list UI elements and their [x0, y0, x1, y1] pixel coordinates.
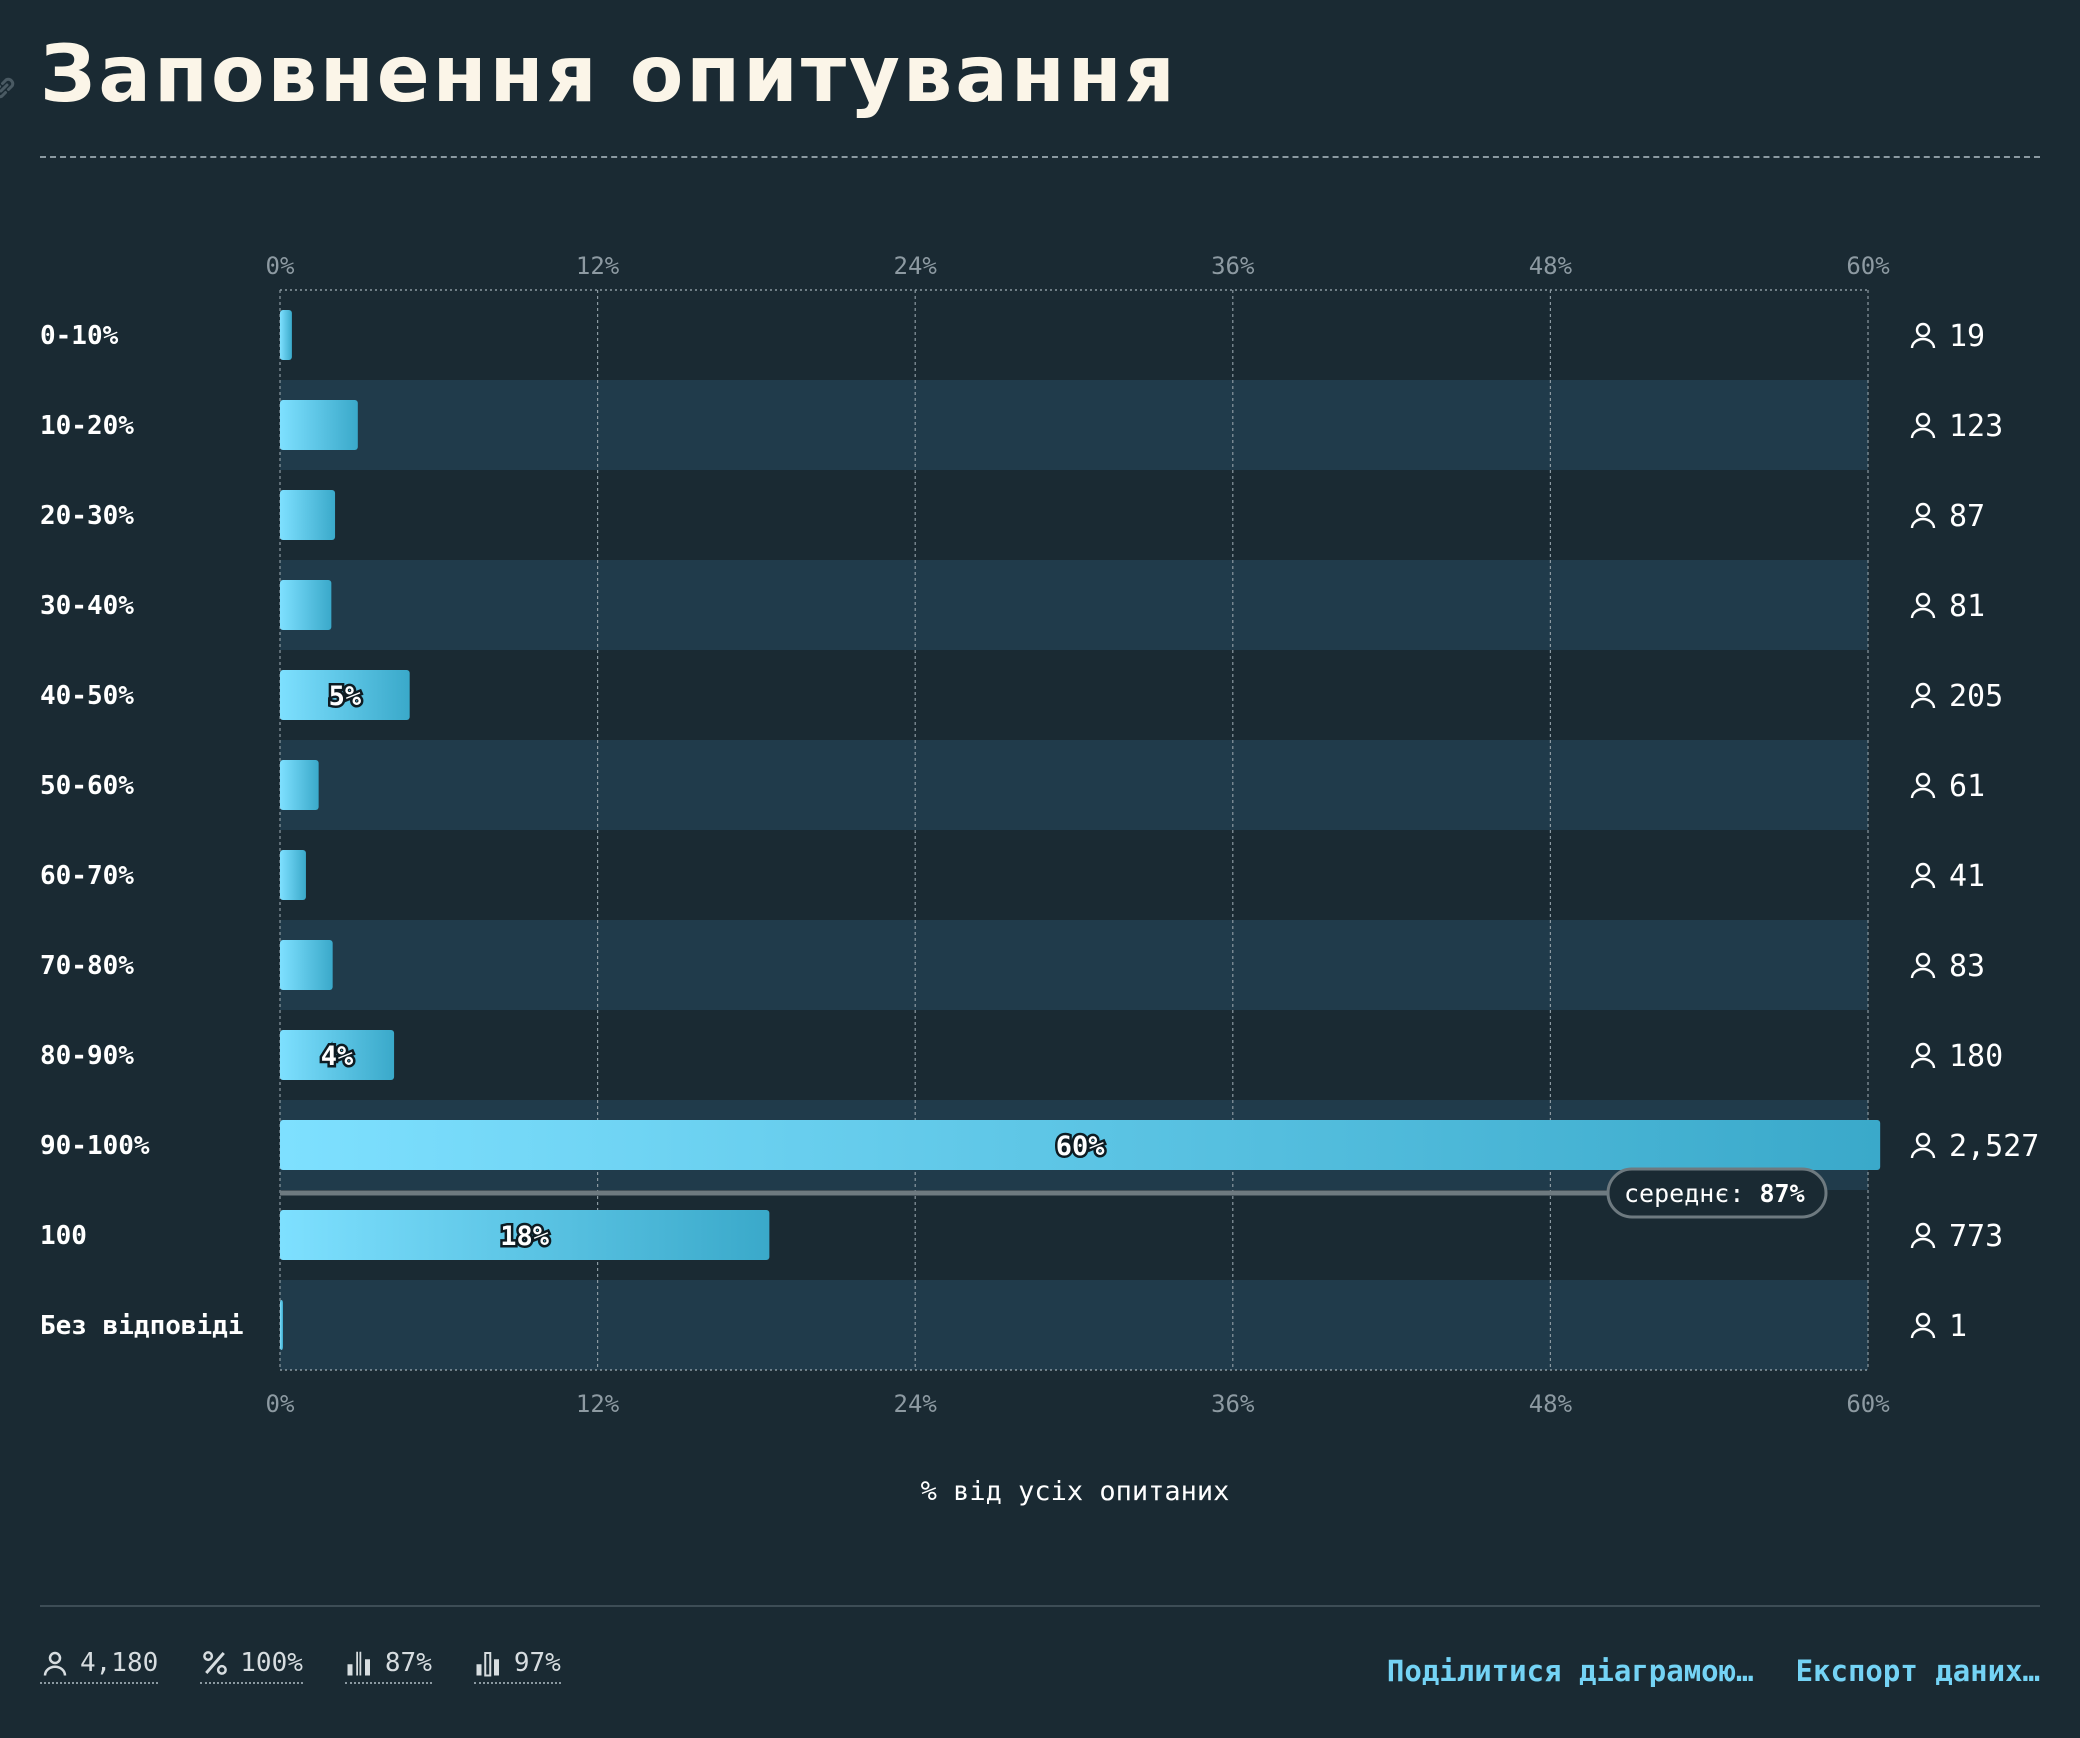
average-label: середнє: 87% [1624, 1179, 1805, 1208]
category-label: 20-30% [40, 501, 134, 531]
chart-actions: Поділитися діаграмою… Експорт даних… [1387, 1654, 2040, 1688]
person-icon [1910, 682, 1936, 709]
x-tick-label-bottom: 48% [1529, 1390, 1573, 1418]
category-label: 30-40% [40, 591, 134, 621]
bar [280, 940, 333, 990]
share-chart-button[interactable]: Поділитися діаграмою… [1386, 1654, 1754, 1688]
person-icon [1910, 412, 1936, 439]
respondent-count: 123 [1949, 409, 2003, 444]
bar [280, 490, 336, 540]
x-tick-label-top: 60% [1846, 252, 1890, 280]
export-data-button[interactable]: Експорт даних… [1795, 1654, 2040, 1688]
category-label: 60-70% [40, 861, 134, 891]
person-icon [1910, 952, 1936, 979]
stat-percent[interactable]: 100% [200, 1648, 303, 1684]
x-tick-label-bottom: 36% [1211, 1390, 1255, 1418]
category-label: 100 [40, 1221, 87, 1251]
x-tick-label-bottom: 24% [894, 1390, 938, 1418]
stat-histogram-value: 97% [513, 1648, 561, 1678]
bar [280, 580, 332, 630]
average-value: 87% [1759, 1179, 1804, 1208]
x-tick-label-top: 36% [1211, 252, 1255, 280]
respondent-count: 81 [1949, 589, 1985, 624]
respondent-count: 87 [1949, 499, 1985, 534]
link-icon[interactable] [0, 70, 22, 106]
bar [280, 310, 292, 360]
person-icon [1910, 1132, 1936, 1159]
average-label-text: середнє: [1624, 1179, 1759, 1208]
person-icon [1910, 322, 1936, 349]
category-label: 70-80% [40, 951, 134, 981]
respondent-count: 773 [1949, 1219, 2003, 1254]
bar [280, 1210, 770, 1260]
footer-divider [40, 1605, 2040, 1607]
bar [280, 760, 319, 810]
category-label: 80-90% [40, 1041, 134, 1071]
person-icon [1910, 502, 1936, 529]
bar-value-label: 4% [321, 1041, 354, 1072]
person-icon [1910, 1222, 1936, 1249]
histogram-icon [476, 1652, 499, 1677]
x-tick-label-top: 0% [266, 252, 295, 280]
person-icon [1910, 592, 1936, 619]
bar [280, 1030, 395, 1080]
completion-bar-chart: 0% 0% 12% 12% 24% 24% 36% 36% 48% 48% 60% 60% 0-10% 1… [40, 252, 2039, 1507]
stat-histogram[interactable]: 97% [473, 1648, 561, 1684]
x-tick-label-bottom: 12% [576, 1390, 620, 1418]
percent-icon [203, 1651, 228, 1675]
bar-value-label: 18% [500, 1221, 550, 1252]
respondent-count: 41 [1949, 859, 1985, 894]
x-tick-label-bottom: 0% [266, 1390, 295, 1418]
average-badge [1606, 1167, 1828, 1219]
row-band [280, 380, 1868, 470]
x-tick-label-top: 24% [894, 252, 938, 280]
stat-median-value: 87% [384, 1648, 432, 1678]
bar [280, 1300, 283, 1350]
respondent-count: 83 [1949, 949, 1985, 984]
median-chart-icon [347, 1648, 370, 1678]
stat-percent-value: 100% [240, 1648, 303, 1678]
person-icon [43, 1651, 67, 1676]
category-label: 50-60% [40, 771, 134, 801]
stat-respondents[interactable]: 4,180 [40, 1648, 159, 1684]
bar [280, 400, 358, 450]
respondent-count: 2,527 [1949, 1129, 2039, 1164]
x-tick-label-bottom: 60% [1846, 1390, 1890, 1418]
x-tick-label-top: 48% [1529, 252, 1573, 280]
bar [280, 670, 410, 720]
title-divider [40, 156, 2040, 158]
bar-value-label: 5% [329, 681, 362, 712]
person-icon [1910, 772, 1936, 799]
category-label: 40-50% [40, 681, 134, 711]
page-title: Заповнення опитування [40, 30, 1178, 120]
person-icon [1910, 862, 1936, 889]
respondent-count: 205 [1949, 679, 2003, 714]
row-band [280, 560, 1868, 650]
category-label: 0-10% [40, 321, 119, 351]
respondent-count: 1 [1949, 1309, 1967, 1344]
respondent-count: 19 [1949, 319, 1985, 354]
stat-respondents-value: 4,180 [80, 1648, 159, 1678]
person-icon [1910, 1042, 1936, 1069]
category-label: 10-20% [40, 411, 134, 441]
x-axis-label: % від усіх опитаних [921, 1476, 1230, 1507]
person-icon [1910, 1312, 1936, 1339]
bar [280, 1120, 1881, 1170]
x-tick-label-top: 12% [576, 252, 620, 280]
respondent-count: 61 [1949, 769, 1985, 804]
category-label: 90-100% [40, 1131, 150, 1161]
bar [280, 850, 306, 900]
row-band [280, 740, 1868, 830]
category-label: Без відповіді [40, 1311, 244, 1341]
stat-median[interactable]: 87% [344, 1648, 432, 1684]
bar-value-label: 60% [1056, 1131, 1106, 1162]
row-band [280, 1280, 1868, 1370]
respondent-count: 180 [1949, 1039, 2003, 1074]
summary-stats: 4,180 100% 87% 97% [40, 1648, 561, 1684]
row-band [280, 920, 1868, 1010]
